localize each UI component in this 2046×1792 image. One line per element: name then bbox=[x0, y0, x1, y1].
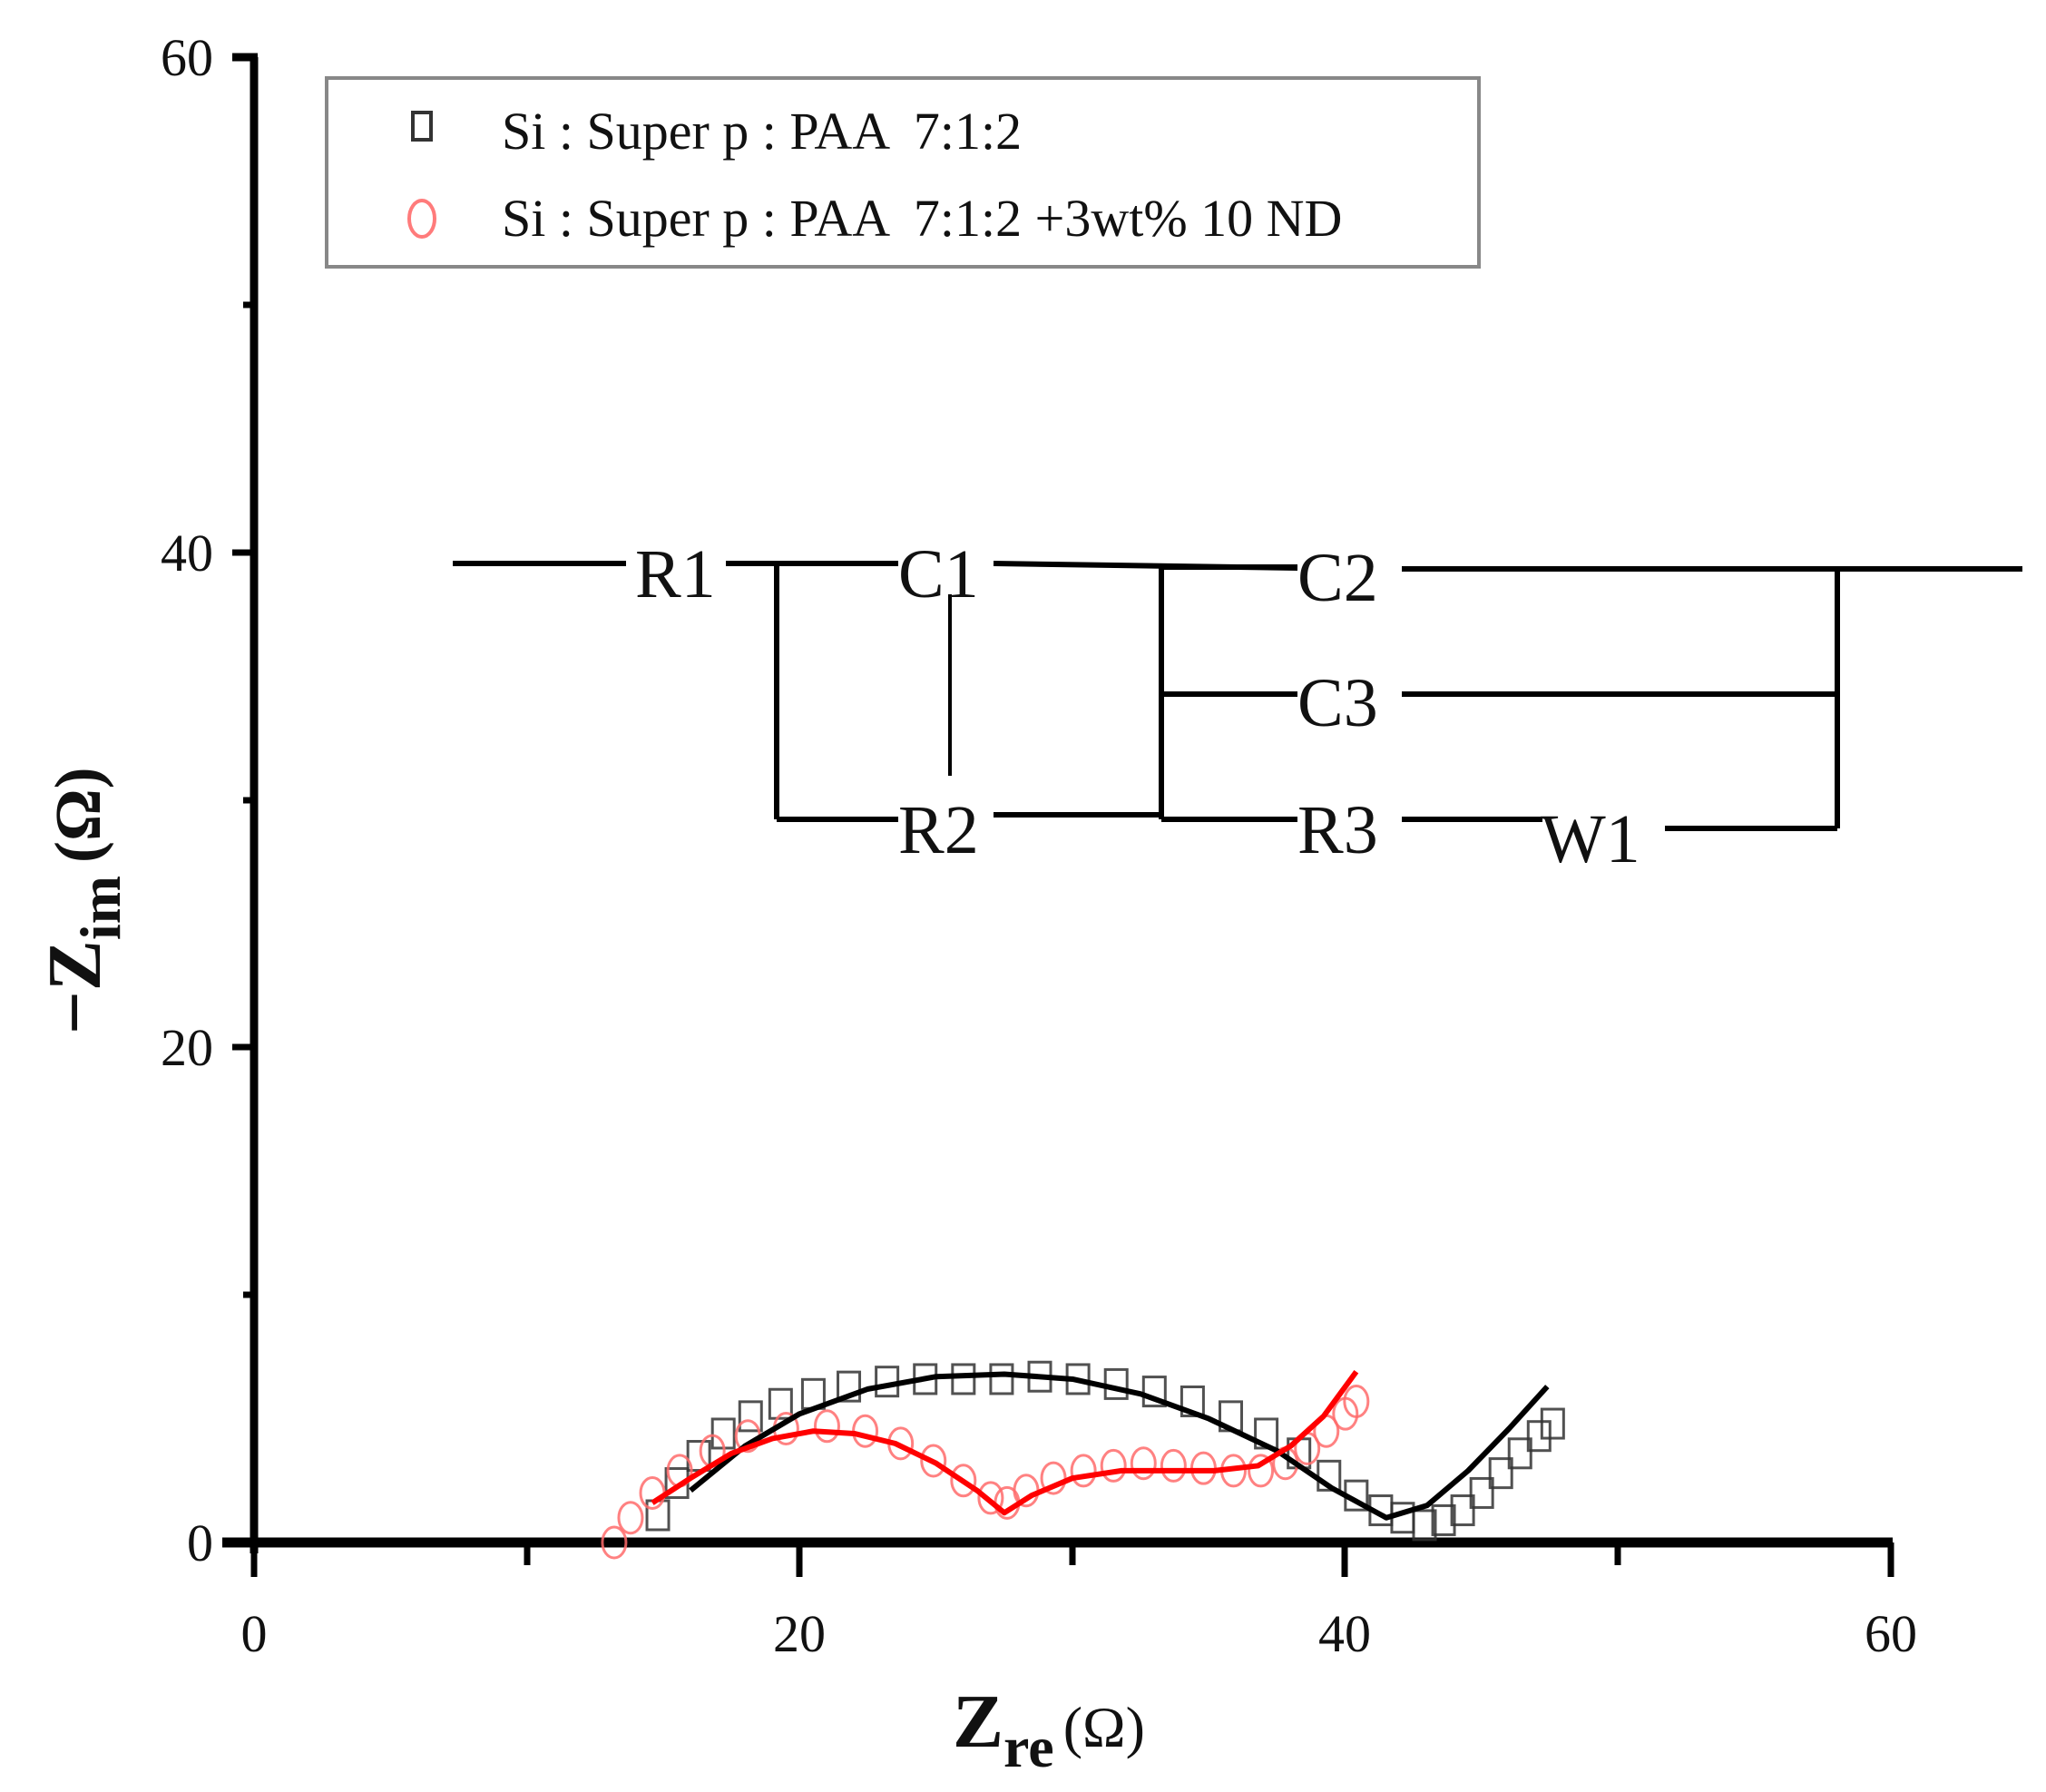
x-tick-label: 60 bbox=[1865, 1604, 1917, 1663]
y-axis bbox=[227, 53, 259, 1553]
legend: Si : Super p : PAA 7:1:2 Si : Super p : … bbox=[325, 76, 1481, 269]
y-tick-label: 60 bbox=[161, 28, 213, 87]
x-axis-title-unit: (Ω) bbox=[1063, 1695, 1145, 1759]
circuit-w1-label: W1 bbox=[1541, 801, 1640, 877]
legend-label-1: Si : Super p : PAA 7:1:2 bbox=[502, 102, 1022, 161]
x-axis-title: Zre (Ω) bbox=[953, 1679, 1145, 1779]
circuit-c3-label: C3 bbox=[1297, 665, 1378, 741]
data-series bbox=[601, 1360, 1565, 1560]
circuit-r1-label: R1 bbox=[635, 536, 716, 612]
circuit-r2-label: R2 bbox=[898, 792, 979, 868]
y-axis-title-main: −Z bbox=[33, 940, 117, 1034]
series-circle-markers bbox=[601, 1385, 1370, 1560]
svg-text:−Zim(Ω): −Zim (Ω) bbox=[33, 767, 132, 1034]
equivalent-circuit bbox=[453, 561, 2022, 831]
y-tick-label: 0 bbox=[187, 1513, 213, 1572]
circuit-labels: R1 C1 R2 C2 C3 R3 W1 bbox=[635, 536, 1640, 877]
y-axis-title: −Zim (Ω) bbox=[33, 767, 132, 1034]
legend-label-2: Si : Super p : PAA 7:1:2 +3wt% 10 ND bbox=[502, 189, 1342, 248]
x-tick-label: 20 bbox=[773, 1604, 826, 1663]
x-tick-label: 40 bbox=[1318, 1604, 1371, 1663]
legend-circle-marker-icon bbox=[407, 199, 436, 239]
legend-square-marker-icon bbox=[411, 111, 433, 142]
x-tick-label: 0 bbox=[241, 1604, 268, 1663]
svg-text:Zre(Ω): Zre (Ω) bbox=[953, 1679, 1145, 1779]
x-axis-title-main: Z bbox=[953, 1679, 1003, 1764]
circuit-r3-label: R3 bbox=[1297, 792, 1378, 868]
y-tick-label: 40 bbox=[161, 524, 213, 583]
fit-line bbox=[651, 1369, 1359, 1516]
circuit-c2-label: C2 bbox=[1297, 540, 1378, 616]
fit-line bbox=[689, 1371, 1550, 1521]
y-axis-title-sub: im bbox=[68, 876, 132, 940]
circuit-c1-label: C1 bbox=[898, 536, 979, 612]
y-tick-label: 20 bbox=[161, 1018, 213, 1077]
y-axis-title-unit: (Ω) bbox=[42, 767, 114, 863]
x-axis-title-sub: re bbox=[1003, 1715, 1054, 1779]
x-axis bbox=[222, 1537, 1894, 1577]
